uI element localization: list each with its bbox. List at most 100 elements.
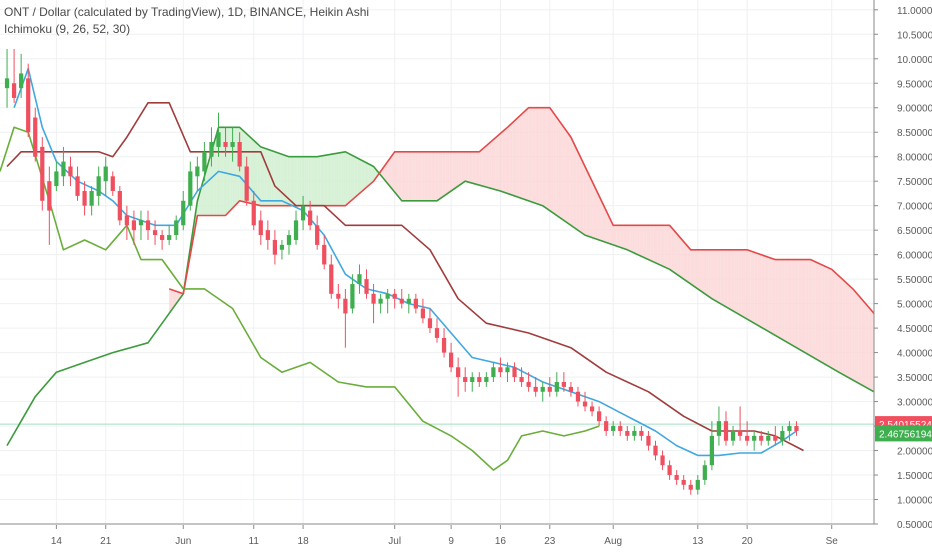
candle[interactable] [427, 308, 433, 334]
candle[interactable] [258, 210, 263, 245]
candle[interactable] [434, 318, 440, 343]
candle[interactable] [723, 411, 729, 446]
candle[interactable] [265, 220, 270, 250]
candle[interactable] [216, 112, 221, 157]
candle[interactable] [420, 298, 426, 324]
candle[interactable] [752, 430, 757, 451]
candle[interactable] [766, 430, 771, 446]
candle[interactable] [244, 156, 249, 206]
candle[interactable] [463, 367, 468, 392]
candle[interactable] [152, 220, 158, 245]
candle[interactable] [188, 161, 193, 211]
candle[interactable] [350, 274, 355, 314]
candle[interactable] [138, 210, 144, 240]
candle[interactable] [26, 63, 31, 138]
candle[interactable] [174, 215, 179, 240]
candle[interactable] [68, 156, 73, 187]
candle[interactable] [195, 156, 200, 191]
candle[interactable] [413, 293, 418, 314]
candle[interactable] [209, 127, 214, 167]
candle[interactable] [293, 210, 299, 245]
candle[interactable] [688, 479, 693, 495]
candle[interactable] [230, 127, 235, 162]
candle[interactable] [223, 127, 228, 157]
candle[interactable] [575, 386, 581, 407]
candle[interactable] [745, 421, 750, 446]
candle[interactable] [89, 186, 94, 216]
candle[interactable] [286, 230, 292, 255]
candle[interactable] [54, 161, 59, 191]
candle[interactable] [660, 450, 665, 471]
candle[interactable] [681, 475, 686, 490]
candle[interactable] [787, 421, 792, 441]
candle[interactable] [568, 381, 574, 397]
candle[interactable] [167, 225, 172, 245]
candle[interactable] [780, 426, 785, 446]
candle[interactable] [596, 406, 602, 427]
candle[interactable] [709, 421, 715, 471]
candle[interactable] [61, 146, 66, 187]
candle[interactable] [794, 421, 799, 436]
candle[interactable] [47, 166, 52, 245]
candle[interactable] [272, 230, 278, 265]
candle[interactable] [385, 288, 390, 314]
candle[interactable] [279, 239, 285, 260]
candle[interactable] [159, 230, 165, 250]
candle[interactable] [40, 137, 45, 211]
candle[interactable] [737, 406, 743, 441]
candle[interactable] [604, 416, 609, 436]
candle[interactable] [315, 215, 320, 250]
candle[interactable] [773, 426, 778, 446]
candle[interactable] [716, 406, 722, 446]
candle[interactable] [632, 426, 637, 441]
candle[interactable] [702, 460, 707, 485]
candle[interactable] [618, 421, 623, 436]
candle[interactable] [392, 288, 397, 309]
candle[interactable] [336, 284, 341, 309]
candle[interactable] [611, 421, 616, 436]
candle[interactable] [519, 367, 524, 387]
candle[interactable] [441, 328, 447, 358]
candle[interactable] [343, 288, 348, 348]
candle[interactable] [695, 475, 700, 495]
candle[interactable] [237, 132, 242, 172]
candle[interactable] [639, 426, 644, 441]
candle[interactable] [561, 372, 566, 392]
candle[interactable] [4, 48, 10, 108]
candle[interactable] [448, 342, 454, 373]
candle[interactable] [124, 205, 129, 240]
candle[interactable] [357, 264, 362, 294]
candle[interactable] [181, 190, 186, 231]
candle[interactable] [110, 171, 115, 196]
candle[interactable] [82, 181, 87, 216]
candle[interactable] [589, 401, 595, 417]
candle[interactable] [484, 372, 489, 387]
candle[interactable] [477, 372, 482, 387]
candle[interactable] [11, 48, 17, 103]
candle[interactable] [667, 460, 672, 480]
candle[interactable] [103, 156, 108, 196]
candle[interactable] [251, 190, 256, 231]
candle[interactable] [131, 210, 137, 245]
candle[interactable] [625, 426, 630, 441]
candle[interactable] [533, 377, 538, 397]
candle[interactable] [75, 166, 80, 201]
candle[interactable] [646, 430, 651, 451]
candle[interactable] [308, 200, 313, 231]
candle[interactable] [406, 293, 411, 314]
candles[interactable] [4, 48, 799, 495]
candle[interactable] [554, 372, 559, 397]
candle[interactable] [322, 235, 327, 270]
candle[interactable] [33, 107, 38, 162]
candle[interactable] [540, 381, 545, 402]
candle[interactable] [202, 142, 207, 182]
candle[interactable] [547, 377, 552, 397]
candle[interactable] [512, 362, 517, 382]
candle[interactable] [759, 430, 764, 446]
candle[interactable] [364, 269, 369, 299]
candle[interactable] [399, 288, 404, 309]
candle[interactable] [96, 166, 101, 206]
candle[interactable] [456, 357, 461, 397]
candle[interactable] [117, 186, 122, 226]
